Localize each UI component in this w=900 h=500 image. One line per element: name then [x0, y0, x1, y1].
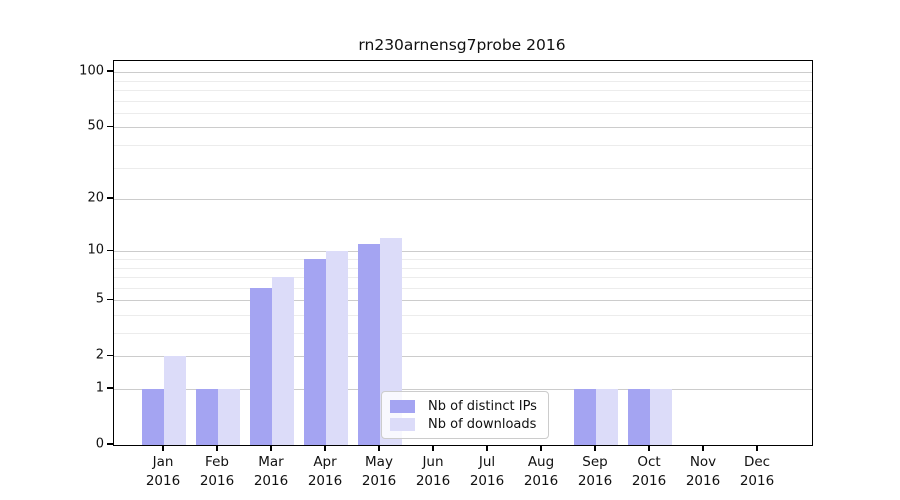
y-tick-mark: [107, 354, 113, 357]
gridline: [114, 251, 812, 253]
y-tick-label: 20: [87, 190, 104, 206]
x-tick-mark: [756, 445, 758, 451]
y-tick-label: 100: [79, 63, 104, 79]
bar-downloads: [218, 389, 240, 445]
y-tick-label: 10: [87, 242, 104, 258]
x-tick-label: Aug 2016: [523, 454, 559, 489]
gridline: [114, 389, 812, 390]
gridline: [114, 259, 812, 260]
gridline: [114, 199, 812, 201]
x-tick-label: Feb 2016: [199, 454, 235, 489]
gridline: [114, 145, 812, 146]
bar-downloads: [650, 389, 672, 445]
bar-distinct-ips: [196, 389, 218, 445]
x-tick-label: Apr 2016: [307, 454, 343, 489]
legend-swatch-downloads: [390, 417, 415, 431]
x-tick-mark: [324, 445, 326, 451]
gridline: [114, 90, 812, 91]
y-tick-mark: [107, 70, 113, 72]
chart-title: rn230arnensg7probe 2016: [358, 36, 566, 54]
y-tick-label: 5: [95, 291, 104, 307]
x-tick-mark: [540, 445, 542, 451]
y-tick-label: 0: [95, 436, 104, 452]
x-tick-label: Nov 2016: [685, 454, 721, 489]
x-tick-label: Mar 2016: [253, 454, 289, 489]
x-tick-label: Sep 2016: [577, 454, 613, 489]
x-tick-label: May 2016: [361, 454, 397, 489]
y-tick-mark: [107, 298, 113, 301]
bar-distinct-ips: [142, 389, 164, 445]
gridline: [114, 80, 812, 82]
gridline: [114, 127, 812, 129]
bar-distinct-ips: [628, 389, 650, 445]
bar-downloads: [596, 389, 618, 445]
x-tick-label: Oct 2016: [631, 454, 667, 489]
x-tick-mark: [432, 445, 434, 451]
plot-area: Nb of distinct IPs Nb of downloads: [113, 60, 813, 446]
gridline: [114, 112, 812, 114]
bar-distinct-ips: [574, 389, 596, 445]
bar-distinct-ips: [250, 287, 272, 445]
x-tick-mark: [648, 445, 650, 451]
x-tick-mark: [216, 445, 218, 451]
x-tick-label: Jan 2016: [145, 454, 181, 489]
x-tick-mark: [486, 445, 488, 451]
gridline: [114, 100, 812, 102]
bar-downloads: [164, 356, 186, 445]
gridline: [114, 167, 812, 169]
bar-downloads: [326, 251, 348, 445]
y-tick-mark: [107, 443, 113, 445]
gridline: [114, 300, 812, 302]
x-tick-label: Jul 2016: [469, 454, 505, 489]
bar-downloads: [272, 277, 294, 445]
y-tick-label: 1: [95, 380, 104, 396]
bar-distinct-ips: [304, 259, 326, 445]
gridline: [114, 287, 812, 289]
gridline: [114, 277, 812, 278]
gridline: [114, 267, 812, 269]
legend-swatch-distinct-ips: [390, 399, 415, 413]
x-tick-label: Jun 2016: [415, 454, 451, 489]
y-tick-label: 2: [95, 347, 104, 363]
x-tick-mark: [594, 445, 596, 451]
legend-item-distinct-ips: Nb of distinct IPs: [390, 398, 540, 414]
y-tick-mark: [107, 197, 113, 199]
y-tick-mark: [107, 249, 113, 252]
legend-label-downloads: Nb of downloads: [428, 416, 537, 432]
gridline: [114, 72, 812, 74]
bar-distinct-ips: [358, 244, 380, 445]
gridline: [114, 315, 812, 316]
legend: Nb of distinct IPs Nb of downloads: [381, 391, 549, 439]
legend-item-downloads: Nb of downloads: [390, 416, 540, 432]
x-tick-label: Dec 2016: [739, 454, 775, 489]
y-tick-label: 50: [87, 118, 104, 134]
y-tick-mark: [107, 387, 113, 389]
x-tick-mark: [270, 445, 272, 451]
y-tick-mark: [107, 125, 113, 128]
legend-label-distinct-ips: Nb of distinct IPs: [428, 398, 537, 414]
gridline: [114, 333, 812, 334]
x-tick-mark: [162, 445, 164, 451]
x-tick-mark: [702, 445, 704, 451]
gridline: [114, 356, 812, 358]
x-tick-mark: [378, 445, 380, 451]
